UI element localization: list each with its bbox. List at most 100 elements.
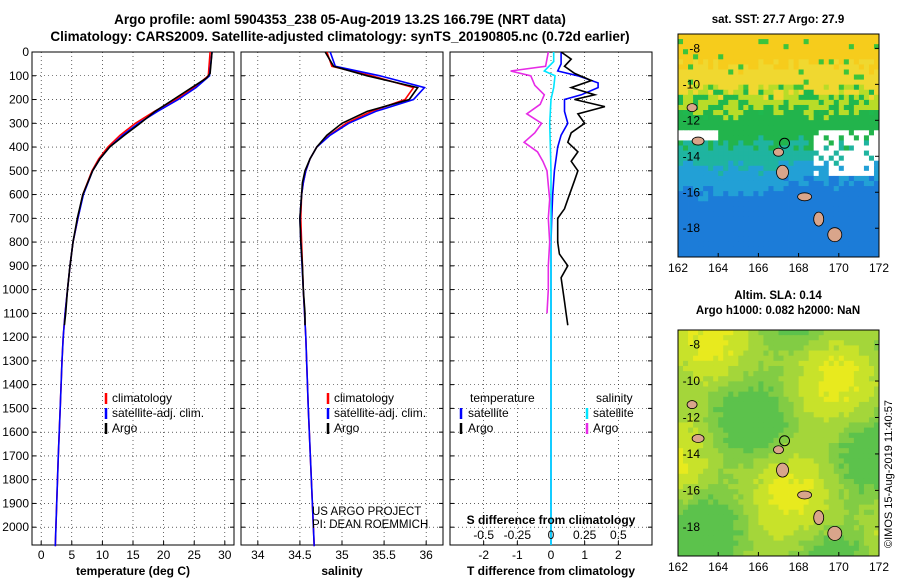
map-cell xyxy=(843,165,850,172)
map-cell xyxy=(853,175,860,182)
map-cell xyxy=(853,530,860,536)
map-cell xyxy=(793,504,800,511)
map-cell xyxy=(818,386,825,393)
map-cell xyxy=(818,504,825,511)
map-cell xyxy=(828,458,835,464)
map-cell xyxy=(763,110,769,116)
map-cell xyxy=(748,550,754,557)
map-cell xyxy=(798,340,805,346)
map-cell xyxy=(738,130,744,136)
map-cell xyxy=(818,407,825,413)
map-cell xyxy=(813,251,820,258)
map-cell xyxy=(853,345,860,351)
map-cell xyxy=(868,186,875,192)
map-cell xyxy=(738,94,744,101)
map-cell xyxy=(813,64,820,70)
map-cell xyxy=(793,345,800,351)
map-cell xyxy=(738,89,744,96)
map-cell xyxy=(733,335,739,341)
map-cell xyxy=(788,345,794,351)
map-cell xyxy=(853,437,860,444)
map-cell xyxy=(728,201,734,207)
map-cell xyxy=(718,545,724,552)
map-cell xyxy=(848,350,855,357)
map-cell xyxy=(678,94,684,101)
map-cell xyxy=(743,360,749,367)
map-cell xyxy=(723,59,729,65)
map-cell xyxy=(708,443,714,449)
map-cell xyxy=(748,221,754,227)
map-cell xyxy=(743,206,749,212)
map-cell xyxy=(853,69,860,75)
map-cell xyxy=(738,530,744,536)
map-cell xyxy=(678,170,684,177)
map-cell xyxy=(708,160,714,167)
map-cell xyxy=(808,540,815,547)
map-cell xyxy=(873,160,880,167)
map-cell xyxy=(768,355,774,362)
map-cell xyxy=(823,54,830,60)
map-cell xyxy=(818,478,825,485)
map-cell xyxy=(868,99,875,106)
map-cell xyxy=(823,422,830,428)
map-cell xyxy=(698,484,704,490)
map-cell xyxy=(713,186,719,192)
map-cell xyxy=(758,104,764,111)
map-cell xyxy=(683,246,689,253)
map-cell xyxy=(793,236,800,243)
map-cell xyxy=(763,155,769,162)
map-cell xyxy=(748,39,754,45)
map-cell xyxy=(868,520,875,526)
map-cell xyxy=(688,381,694,387)
map-cell xyxy=(778,484,784,490)
map-cell xyxy=(693,422,699,428)
map-cell xyxy=(853,145,860,151)
map-cell xyxy=(793,350,800,357)
map-cell xyxy=(803,155,810,162)
map-cell xyxy=(868,448,875,454)
map-cell xyxy=(693,226,699,233)
map-cell xyxy=(753,135,759,141)
map-cell xyxy=(873,186,880,192)
map-cell xyxy=(858,396,865,403)
map-cell xyxy=(743,365,749,372)
map-cell xyxy=(778,39,784,45)
map-cell xyxy=(738,145,744,151)
map-cell xyxy=(723,509,729,516)
map-cell xyxy=(713,360,719,367)
map-cell xyxy=(863,125,870,131)
map-cell xyxy=(833,221,840,227)
map-cell xyxy=(803,69,810,75)
map-cell xyxy=(708,241,714,248)
map-cell xyxy=(773,458,779,464)
map-cell xyxy=(758,216,764,222)
map-cell xyxy=(743,125,749,131)
map-cell xyxy=(868,115,875,121)
map-cell xyxy=(848,236,855,243)
map-cell xyxy=(778,186,784,192)
map-cell xyxy=(703,241,709,248)
map-cell xyxy=(818,231,825,238)
sla-map-title-line2: Argo h1000: 0.082 h2000: NaN xyxy=(695,305,861,317)
map-cell xyxy=(813,79,820,86)
map-cell xyxy=(843,437,850,444)
sla-map: 162 164 166 168 170 172-8-10-12-14-16-18 xyxy=(668,329,889,574)
map-cell xyxy=(688,448,694,454)
map-cell xyxy=(868,74,875,81)
map-cell xyxy=(703,335,709,341)
map-cell xyxy=(823,412,830,418)
map-cell xyxy=(783,494,789,500)
map-cell xyxy=(758,186,764,192)
map-cell xyxy=(743,453,749,459)
map-cell xyxy=(728,180,734,187)
map-cell xyxy=(868,140,875,146)
map-cell xyxy=(793,49,800,55)
map-cell xyxy=(843,150,850,157)
map-cell xyxy=(683,150,689,157)
map-cell xyxy=(828,509,835,516)
map-cell xyxy=(803,216,810,222)
map-cell xyxy=(868,407,875,413)
map-cell xyxy=(753,175,759,182)
map-cell xyxy=(798,246,805,253)
map-cell xyxy=(683,340,689,346)
